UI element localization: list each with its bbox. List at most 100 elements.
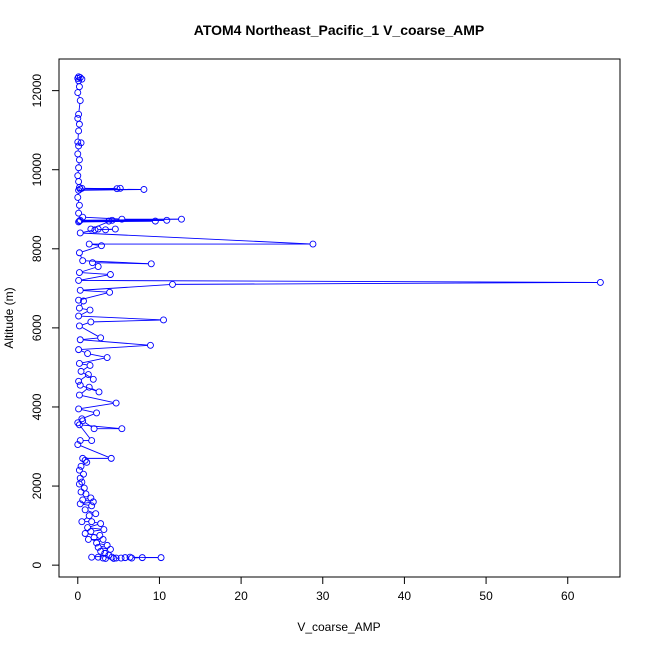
data-point xyxy=(76,216,84,224)
data-point xyxy=(80,297,87,305)
series-line-segment xyxy=(82,322,89,326)
x-tick-label: 20 xyxy=(234,589,248,603)
series-line-segment xyxy=(81,315,161,321)
series-line-segment xyxy=(80,445,109,458)
series-line-segment xyxy=(83,232,310,245)
data-point xyxy=(75,249,83,257)
data-point xyxy=(108,216,116,224)
series-line-segment xyxy=(83,372,92,379)
data-point xyxy=(102,554,109,562)
series-line-segment xyxy=(83,501,91,504)
chart-title: ATOM4 Northeast_Pacific_1 V_coarse_AMP xyxy=(194,22,485,38)
x-tick-label: 30 xyxy=(316,589,330,603)
data-point xyxy=(118,215,126,223)
data-point xyxy=(87,225,95,233)
data-point xyxy=(89,498,97,506)
series-line-segment xyxy=(83,503,89,506)
data-point xyxy=(147,260,155,268)
data-point xyxy=(75,480,83,488)
data-point xyxy=(111,225,119,233)
data-point xyxy=(83,458,91,466)
series-line-segment xyxy=(99,543,105,546)
series-line-segment xyxy=(83,230,93,233)
series-line-segment xyxy=(83,337,98,340)
data-point xyxy=(76,381,84,389)
y-axis-label: Altitude (m) xyxy=(2,287,16,348)
data-point xyxy=(85,240,93,248)
data-point xyxy=(94,553,102,561)
data-point xyxy=(106,288,114,296)
data-point xyxy=(94,225,102,233)
data-point xyxy=(89,375,97,383)
data-point xyxy=(107,454,115,462)
data-point xyxy=(74,89,82,97)
series-line-segment xyxy=(82,424,119,429)
y-tick-label: 0 xyxy=(30,561,44,568)
data-point xyxy=(75,346,83,354)
data-point xyxy=(91,226,99,234)
series-line-segment xyxy=(85,216,119,220)
data-point xyxy=(93,539,101,547)
data-point xyxy=(105,217,113,225)
series-line-segment xyxy=(91,388,97,392)
data-point xyxy=(78,75,86,83)
data-point xyxy=(79,257,87,265)
series-line-segment xyxy=(90,527,101,530)
series-layer xyxy=(74,73,604,562)
data-point xyxy=(160,316,167,324)
data-point xyxy=(113,185,121,193)
data-point xyxy=(138,554,146,562)
series-line-segment xyxy=(84,413,94,419)
series-line-segment xyxy=(81,350,86,353)
data-point xyxy=(112,399,120,407)
series-line-segment xyxy=(82,363,88,366)
series-line-segment xyxy=(83,517,88,521)
series-line-segment xyxy=(94,521,98,524)
data-point xyxy=(90,425,98,433)
data-point xyxy=(98,242,105,250)
series-line-segment xyxy=(82,308,88,310)
series-line-segment xyxy=(78,103,81,112)
data-point xyxy=(178,215,185,223)
data-point xyxy=(75,218,83,226)
data-point xyxy=(101,549,109,557)
data-point xyxy=(75,391,83,399)
data-point xyxy=(84,350,92,358)
series-line-segment xyxy=(82,267,96,273)
y-tick-label: 10000 xyxy=(30,153,44,187)
x-tick-label: 60 xyxy=(561,589,575,603)
data-point xyxy=(147,341,154,349)
data-point xyxy=(86,362,94,369)
data-point xyxy=(75,217,83,225)
data-point xyxy=(75,110,83,118)
data-point xyxy=(75,186,83,194)
data-point xyxy=(75,142,83,150)
data-point xyxy=(93,409,101,417)
data-point xyxy=(126,553,134,561)
y-axis: 0 2000 4000 6000 8000 10000 12000 xyxy=(30,74,60,568)
y-tick-label: 8000 xyxy=(30,235,44,262)
x-axis-label: V_coarse_AMP xyxy=(297,620,380,634)
series-line-segment xyxy=(82,385,97,392)
data-point xyxy=(86,306,94,314)
series-line-segment xyxy=(82,272,108,275)
series-line-segment xyxy=(101,545,105,548)
series-line-segment xyxy=(90,524,98,528)
data-point xyxy=(75,466,83,474)
data-point xyxy=(75,209,83,217)
data-point xyxy=(76,229,84,237)
data-point xyxy=(103,354,111,361)
data-point xyxy=(102,226,109,234)
data-point xyxy=(88,553,96,561)
x-tick-label: 50 xyxy=(479,589,493,603)
data-point xyxy=(81,530,89,537)
series-line-segment xyxy=(81,388,88,394)
series-line-segment xyxy=(81,403,114,409)
data-point xyxy=(108,553,116,561)
data-point xyxy=(75,360,83,367)
data-point xyxy=(85,383,93,391)
data-point xyxy=(118,425,126,433)
series-line-segment xyxy=(83,339,148,346)
series-line-segment xyxy=(83,290,107,293)
data-point xyxy=(94,263,102,271)
